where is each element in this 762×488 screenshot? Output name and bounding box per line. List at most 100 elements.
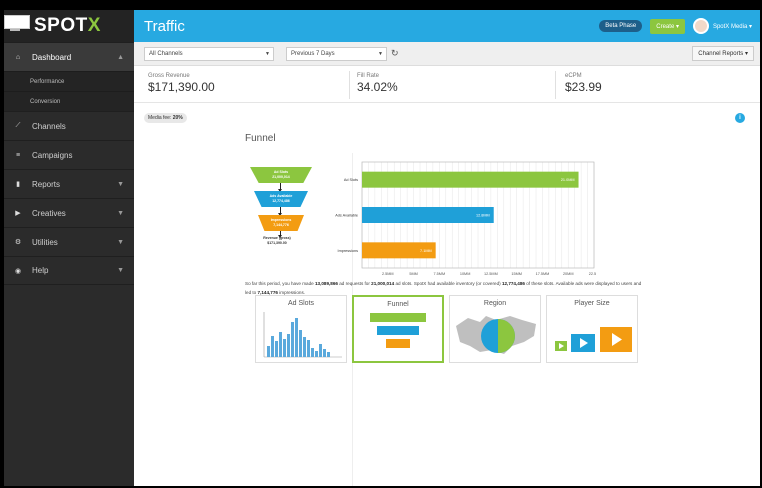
user-menu[interactable]: SpotX Media ▾	[712, 23, 752, 30]
avatar[interactable]	[692, 18, 709, 34]
bar	[362, 171, 579, 188]
card-title: Region	[483, 300, 507, 307]
chevron-up-icon: ▲	[117, 53, 124, 61]
caret-down-icon: ▼	[378, 51, 383, 57]
funnel-stage-ad-slots: Ad Slots 21,000,014	[250, 167, 312, 183]
refresh-icon[interactable]: ↻	[391, 48, 399, 58]
bar-chart-icon: ▮	[16, 181, 20, 188]
revenue-value: $171,390.00	[267, 240, 287, 245]
metrics-bar: Gross Revenue $171,390.00 Fill Rate 34.0…	[134, 67, 760, 103]
page-title: Traffic	[144, 17, 185, 35]
funnel-stage-name: Impressions	[270, 218, 292, 222]
funnel-stage-value: 7,144,776	[273, 222, 289, 227]
metric-divider	[349, 71, 350, 99]
chevron-down-icon: ▼	[117, 238, 124, 246]
metric-value: $171,390.00	[148, 80, 215, 94]
metric-divider	[555, 71, 556, 99]
x-tick-label: 17.5MM	[536, 272, 550, 276]
home-icon: ⌂	[15, 53, 21, 61]
logo-accent: X	[87, 15, 101, 36]
help-icon: ◉	[14, 267, 22, 275]
arrow-down-icon	[278, 231, 282, 238]
summary-text: ad slots. SpotX had available inventory …	[394, 281, 502, 286]
metric-label: eCPM	[565, 73, 582, 79]
card-funnel[interactable]: Funnel	[352, 295, 444, 363]
data-label: 21.0MM	[561, 178, 575, 182]
bar	[362, 242, 436, 259]
metric-value: 34.02%	[357, 80, 398, 94]
sidebar-subitem-conversion[interactable]: Conversion	[4, 91, 134, 111]
sidebar-item-label: Campaigns	[32, 150, 73, 160]
summary-text: ad requests for	[337, 281, 372, 286]
create-button[interactable]: Create ▾	[650, 18, 685, 34]
sidebar-subitem-label: Performance	[30, 78, 65, 85]
y-category-label: Ads Available	[335, 214, 358, 218]
media-fee-label: Media fee:	[148, 115, 172, 121]
metric-fill-rate: Fill Rate 34.02%	[357, 73, 398, 94]
summary-text: So far this period, you have made	[245, 281, 315, 286]
caret-down-icon: ▼	[265, 51, 270, 57]
summary-impressions: 7,144,776	[257, 290, 278, 295]
arrow-down-icon	[278, 183, 282, 192]
funnel-summary: So far this period, you have made 13,089…	[245, 279, 645, 297]
funnel-stage-ads-available: Ads Available 12,774,486	[254, 191, 308, 207]
sidebar-item-label: Channels	[32, 121, 66, 131]
period-select[interactable]: Previous 7 Days ▼	[286, 47, 387, 61]
chevron-down-icon: ▼	[117, 180, 124, 188]
funnel-thumbnail-icon	[370, 313, 426, 348]
sidebar-item-label: Utilities	[32, 237, 58, 247]
x-tick-label: 15MM	[511, 272, 522, 276]
spotx-logo[interactable]: SPOTX	[34, 15, 101, 37]
ad-slots-thumbnail-icon	[263, 312, 342, 358]
x-tick-label: 2.5MM	[382, 272, 394, 276]
data-label: 12.8MM	[476, 214, 490, 218]
sidebar-subitem-label: Conversion	[30, 98, 61, 105]
sidebar-item-creatives[interactable]: ▶ Creatives ▼	[4, 198, 134, 227]
sidebar-item-channels[interactable]: ⟋ Channels	[4, 111, 134, 140]
channel-select[interactable]: All Channels ▼	[144, 47, 274, 61]
card-region[interactable]: Region	[449, 295, 541, 363]
player-size-thumbnail-icon	[555, 327, 632, 352]
sidebar-item-reports[interactable]: ▮ Reports ▼	[4, 169, 134, 198]
sidebar-item-help[interactable]: ◉ Help ▼	[4, 256, 134, 285]
logo-text: SPOT	[34, 15, 88, 36]
beta-badge[interactable]: Beta Phase	[599, 20, 643, 32]
app-window: SPOTX ⌂ Dashboard ▲ Performance Traffic …	[4, 10, 760, 486]
sidebar-subitem-traffic[interactable]: Traffic	[4, 15, 31, 29]
funnel-stage-name: Ads Available	[269, 194, 293, 198]
section-title: Funnel	[245, 133, 276, 144]
channel-select-value: All Channels	[149, 51, 183, 57]
chevron-down-icon: ▼	[117, 209, 124, 217]
summary-available: 12,774,486	[501, 281, 525, 286]
metric-ecpm: eCPM $23.99	[565, 73, 602, 94]
play-icon: ▶	[15, 210, 21, 217]
sidebar-item-dashboard[interactable]: ⌂ Dashboard ▲	[4, 42, 134, 71]
arrow-down-icon	[278, 207, 282, 216]
region-thumbnail-icon	[456, 316, 536, 354]
metric-label: Gross Revenue	[148, 73, 190, 79]
sidebar-subitem-label: Traffic	[9, 19, 26, 25]
metric-value: $23.99	[565, 80, 602, 94]
channel-reports-button[interactable]: Channel Reports ▾	[692, 46, 754, 61]
sidebar-item-label: Creatives	[32, 208, 66, 218]
line-chart-icon: ⟋	[15, 122, 21, 129]
info-icon[interactable]: i	[735, 113, 745, 123]
sidebar-item-label: Dashboard	[32, 52, 72, 62]
sidebar-item-campaigns[interactable]: ≡ Campaigns	[4, 140, 134, 169]
funnel-stage-value: 21,000,014	[272, 174, 290, 179]
summary-ad-slots: 21,000,014	[371, 281, 395, 286]
revenue-label: Revenue (gross)	[263, 236, 291, 240]
media-fee-badge: Media fee: 20%	[144, 113, 187, 123]
sidebar-subitem-performance[interactable]: Performance	[4, 71, 134, 91]
y-category-label: Impressions	[338, 249, 359, 253]
card-player-size[interactable]: Player Size	[546, 295, 638, 363]
x-tick-label: 7.5MM	[434, 272, 446, 276]
header-bar: Traffic Beta Phase Create ▾ SpotX Media …	[134, 10, 760, 42]
funnel-stage-impressions: Impressions 7,144,776	[258, 215, 304, 231]
x-tick-label: 12.5MM	[484, 272, 498, 276]
funnel-stage-name: Ad Slots	[273, 170, 289, 174]
sidebar-item-utilities[interactable]: ⚙ Utilities ▼	[4, 227, 134, 256]
summary-text: impressions.	[277, 290, 306, 295]
card-ad-slots[interactable]: Ad Slots	[255, 295, 347, 363]
media-fee-value: 20%	[172, 115, 183, 121]
